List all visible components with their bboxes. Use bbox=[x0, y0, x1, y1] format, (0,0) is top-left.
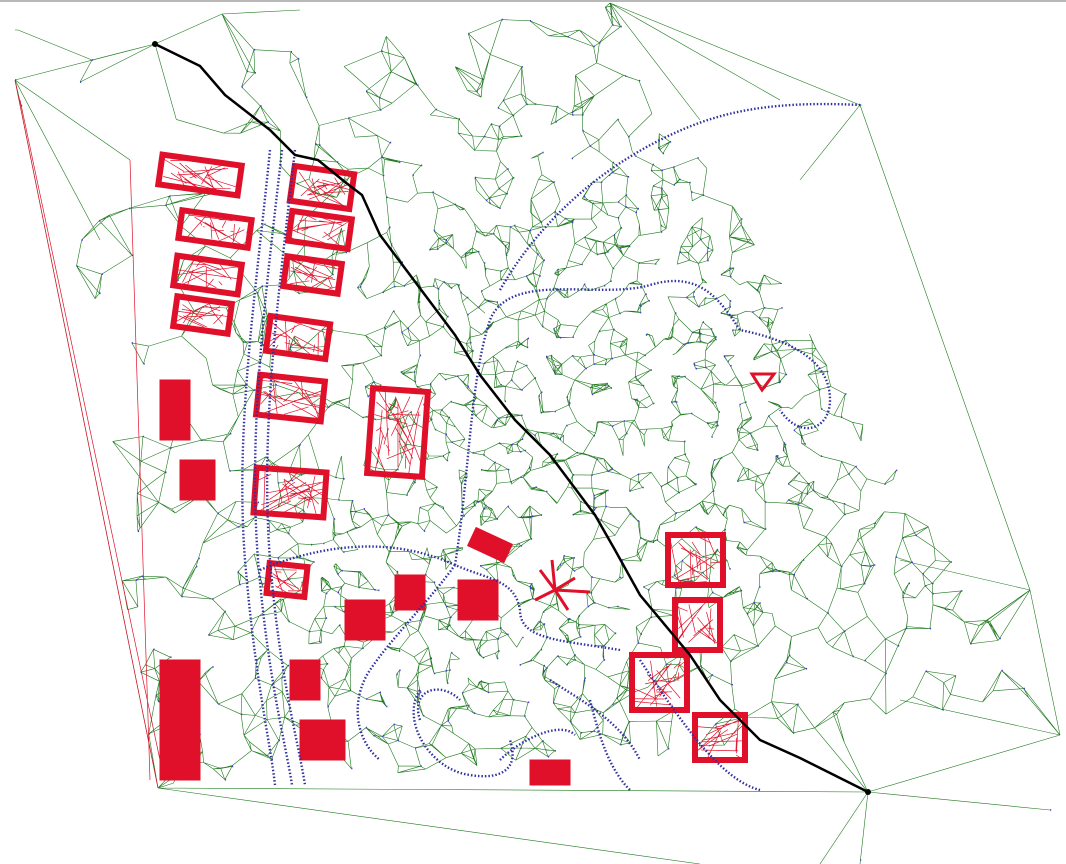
building-17 bbox=[665, 532, 726, 588]
triangle-marker bbox=[749, 372, 777, 393]
building-22 bbox=[179, 459, 216, 501]
building-3 bbox=[169, 252, 246, 298]
building-19 bbox=[629, 652, 690, 713]
road-east bbox=[639, 659, 761, 792]
building-1 bbox=[154, 151, 246, 199]
road-north bbox=[498, 102, 861, 291]
building-26 bbox=[159, 659, 201, 781]
building-16 bbox=[466, 526, 514, 564]
road-constraints bbox=[241, 102, 861, 792]
building-7 bbox=[279, 252, 346, 298]
road-south-2 bbox=[412, 679, 642, 778]
building-21 bbox=[159, 379, 191, 441]
building-10 bbox=[250, 464, 330, 521]
building-4 bbox=[169, 292, 236, 338]
building-8 bbox=[262, 312, 334, 363]
cut-polyline bbox=[154, 42, 869, 794]
building-20 bbox=[692, 712, 748, 763]
cut-line bbox=[152, 41, 871, 795]
building-9 bbox=[252, 371, 329, 425]
building-14 bbox=[394, 574, 426, 611]
building-11 bbox=[363, 384, 432, 481]
building-12 bbox=[263, 559, 311, 601]
road-cross bbox=[259, 545, 621, 652]
building-25 bbox=[529, 759, 571, 786]
building-5 bbox=[286, 162, 358, 213]
boundary-red-edges bbox=[14, 79, 161, 789]
building-18 bbox=[672, 597, 723, 653]
building-13 bbox=[344, 599, 386, 641]
star-structure bbox=[534, 559, 591, 611]
building-15 bbox=[457, 579, 499, 621]
cut-start-node[interactable] bbox=[152, 41, 158, 47]
building-2 bbox=[175, 206, 255, 252]
building-24 bbox=[299, 719, 346, 761]
cut-end-node[interactable] bbox=[865, 789, 871, 795]
building-mesh bbox=[14, 79, 777, 789]
building-23 bbox=[289, 659, 321, 701]
building-6 bbox=[284, 207, 356, 253]
window-top-border bbox=[0, 0, 1066, 2]
